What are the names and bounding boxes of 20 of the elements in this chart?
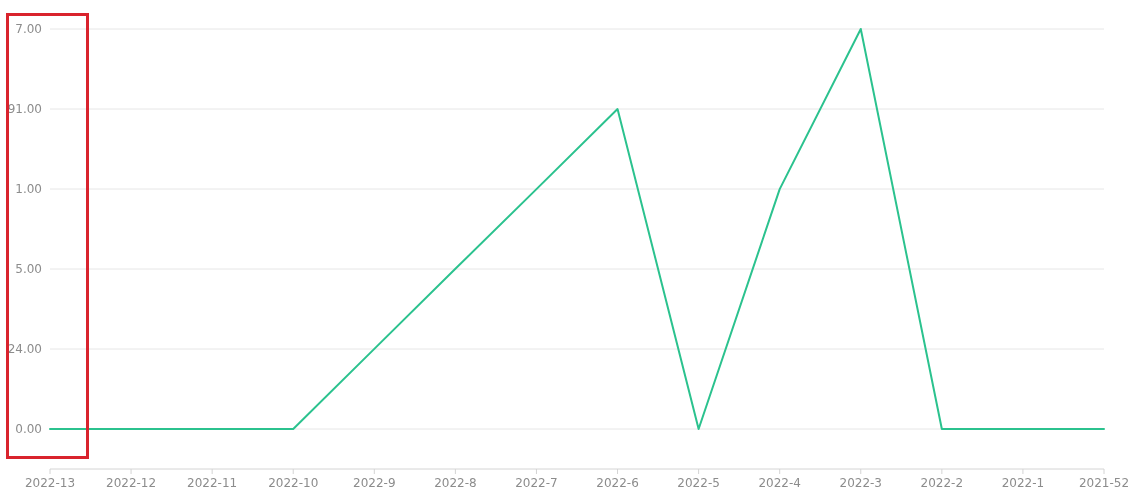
category-label: 7.00 xyxy=(15,22,42,37)
x-tick-label: 2022-11 xyxy=(187,476,238,490)
category-label: 0.00 xyxy=(15,422,42,437)
category-label: 91.00 xyxy=(7,102,42,117)
category-label: 1.00 xyxy=(15,182,42,197)
x-tick-label: 2022-13 xyxy=(24,476,76,490)
x-tick-label: 2022-2 xyxy=(920,476,964,490)
x-tick-label: 2022-12 xyxy=(106,476,157,490)
x-tick-label: 2021-52 xyxy=(1078,476,1130,490)
x-tick-label: 2022-10 xyxy=(268,476,319,490)
x-tick-label: 2022-8 xyxy=(434,476,477,490)
x-tick-label: 2022-3 xyxy=(839,476,883,490)
x-tick-label: 2022-4 xyxy=(758,476,801,490)
category-label: 24.00 xyxy=(7,342,42,357)
x-tick-label: 2022-6 xyxy=(596,476,639,490)
x-tick-label: 2022-9 xyxy=(353,476,396,490)
x-tick-label: 2022-7 xyxy=(515,476,558,490)
x-tick-label: 2022-1 xyxy=(1001,476,1045,490)
category-label: 5.00 xyxy=(15,262,42,277)
x-tick-label: 2022-5 xyxy=(677,476,720,490)
